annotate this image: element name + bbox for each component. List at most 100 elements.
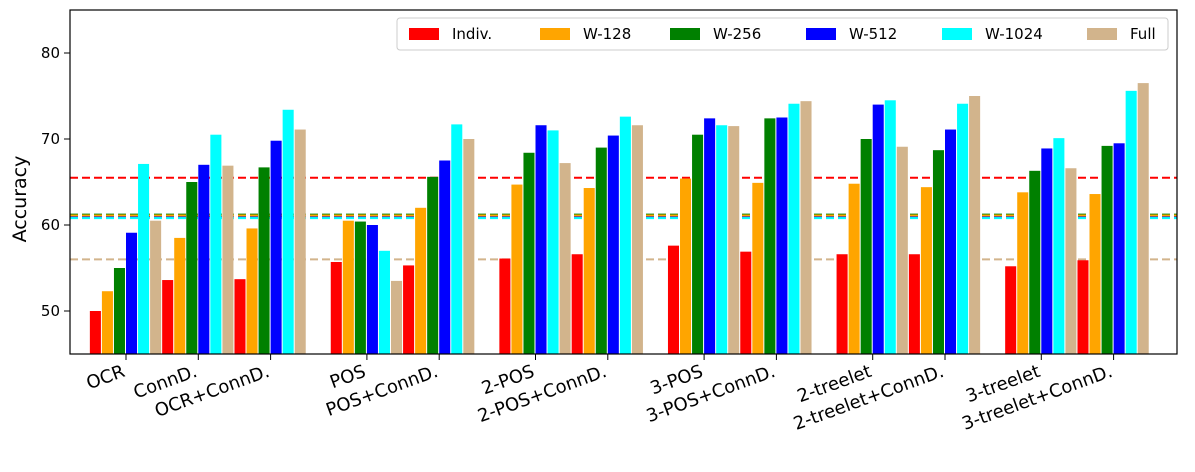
bar	[451, 124, 463, 354]
bar	[162, 280, 174, 354]
bar	[692, 134, 704, 354]
bar	[1089, 194, 1101, 354]
bar	[740, 251, 752, 354]
bar	[1125, 90, 1137, 354]
legend-swatch	[942, 28, 972, 40]
bar	[728, 126, 740, 354]
bar	[390, 280, 403, 354]
bar	[234, 279, 246, 354]
plot-border-top	[69, 9, 1178, 355]
bar	[704, 118, 716, 354]
bar	[499, 258, 511, 354]
bar	[631, 125, 643, 355]
legend-swatch	[409, 28, 439, 40]
bars-group	[89, 83, 1149, 355]
bar	[150, 220, 162, 354]
bar	[535, 125, 547, 355]
y-tick-label: 50	[41, 302, 60, 320]
bar	[523, 152, 535, 354]
y-tick-label: 70	[41, 130, 60, 148]
legend-swatch	[670, 28, 700, 40]
bar	[764, 118, 776, 354]
bar	[113, 268, 125, 354]
bar	[330, 261, 342, 354]
bar	[920, 187, 932, 354]
bar	[210, 134, 222, 354]
legend-label: Indiv.	[452, 25, 492, 43]
bar	[932, 150, 944, 354]
bar	[619, 116, 631, 354]
bar	[258, 167, 270, 354]
bar	[101, 291, 113, 354]
bar	[511, 184, 523, 354]
bar	[1113, 143, 1125, 354]
bar	[752, 182, 764, 354]
y-tick-label: 80	[41, 44, 60, 62]
bar	[1041, 148, 1053, 354]
legend-label: W-128	[583, 25, 631, 43]
bar	[607, 135, 619, 354]
bar	[884, 100, 896, 354]
legend-label: W-512	[849, 25, 897, 43]
x-tick-label: OCR	[84, 361, 128, 394]
bar	[908, 254, 920, 354]
bar	[282, 109, 294, 354]
bar	[1029, 170, 1041, 354]
bar	[872, 104, 884, 354]
bar	[957, 103, 969, 355]
bar	[945, 129, 957, 354]
bar	[969, 96, 981, 354]
bar	[800, 101, 812, 354]
bar	[848, 183, 860, 354]
bar	[788, 103, 800, 355]
bar	[138, 163, 150, 354]
legend-label: W-256	[713, 25, 761, 43]
bar	[667, 245, 680, 354]
bar	[174, 237, 186, 354]
legend-swatch	[540, 28, 570, 40]
bar	[1017, 192, 1029, 354]
bar	[680, 178, 692, 354]
bar	[463, 139, 475, 354]
bar	[222, 165, 234, 354]
bar	[1065, 168, 1077, 354]
bar	[270, 140, 282, 354]
bar	[427, 176, 439, 354]
bar	[415, 207, 427, 354]
bar	[354, 221, 366, 354]
bar	[836, 254, 848, 354]
legend-label: W-1024	[985, 25, 1043, 43]
bar	[439, 160, 451, 354]
bar	[342, 220, 354, 354]
bar	[294, 129, 306, 354]
y-axis: 50 60 70 80	[41, 44, 70, 320]
bar	[1053, 138, 1065, 354]
bar	[378, 250, 390, 354]
y-tick-label: 60	[41, 216, 60, 234]
bar	[595, 147, 607, 354]
bar	[716, 125, 728, 355]
bar	[186, 182, 198, 354]
bar	[89, 311, 101, 354]
bar	[571, 254, 583, 354]
bar	[583, 188, 595, 354]
bar	[559, 163, 571, 354]
bar	[547, 130, 559, 354]
bar	[198, 164, 210, 354]
legend-swatch	[806, 28, 836, 40]
bar	[1005, 266, 1017, 354]
bar	[860, 139, 872, 354]
bar	[776, 117, 788, 354]
bar	[366, 225, 378, 354]
legend: Indiv. W-128 W-256 W-512 W-1024 Full	[396, 17, 1169, 51]
bar	[1077, 260, 1089, 354]
y-axis-title: Accuracy	[9, 156, 31, 243]
bar	[246, 228, 258, 354]
bar	[1101, 145, 1113, 354]
bar	[126, 232, 138, 354]
legend-swatch	[1087, 28, 1117, 40]
bar	[896, 146, 908, 354]
legend-box	[396, 17, 1169, 51]
